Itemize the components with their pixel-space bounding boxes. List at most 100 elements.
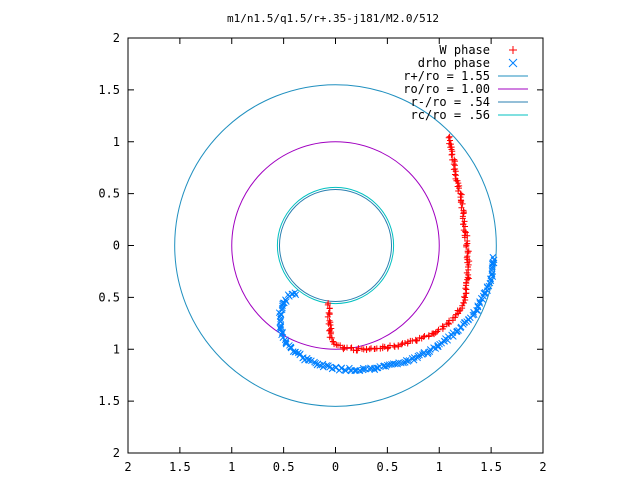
legend-label-0: W phase bbox=[439, 43, 490, 57]
series-0-point-57 bbox=[463, 243, 470, 250]
series-0-point-27 bbox=[455, 185, 462, 192]
series-0-point-98 bbox=[445, 320, 452, 327]
y-tick-label-7: 1.5 bbox=[98, 83, 120, 97]
legend-label-1: drho phase bbox=[418, 56, 490, 70]
series-0-point-175 bbox=[325, 309, 332, 316]
series-1-point-50 bbox=[448, 331, 455, 339]
series-0-point-35 bbox=[459, 200, 466, 207]
series-1-point-138 bbox=[297, 350, 304, 358]
series-1-point-149 bbox=[282, 338, 290, 345]
series-0-point-80 bbox=[462, 290, 469, 297]
series-1-point-154 bbox=[279, 328, 286, 336]
series-0-point-46 bbox=[462, 223, 469, 230]
y-tick-label-3: 0.5 bbox=[98, 290, 120, 304]
series-0-point-159 bbox=[330, 338, 337, 345]
series-0-point-10 bbox=[448, 151, 455, 158]
series-0-point-114 bbox=[416, 334, 423, 341]
series-1-point-101 bbox=[359, 364, 367, 372]
series-0-point-160 bbox=[329, 338, 336, 345]
series-0-point-108 bbox=[429, 330, 436, 337]
series-1-point-87 bbox=[385, 361, 393, 368]
series-0-point-111 bbox=[421, 333, 428, 340]
series-1-point-6 bbox=[488, 265, 496, 272]
series-0-point-123 bbox=[399, 340, 406, 347]
x-tick-label-2: 1 bbox=[228, 460, 235, 474]
series-0-point-92 bbox=[453, 311, 460, 318]
series-1-point-25 bbox=[476, 298, 483, 305]
axis-ticks bbox=[127, 37, 544, 454]
legend-label-5: rc/ro = .56 bbox=[411, 108, 490, 122]
series-0-point-179 bbox=[325, 300, 332, 307]
y-tick-label-4: 0 bbox=[113, 239, 120, 253]
series-0-point-4 bbox=[447, 141, 454, 148]
legend-swatch-1 bbox=[508, 58, 518, 68]
series-0-point-99 bbox=[443, 321, 450, 328]
circle-series-2 bbox=[174, 84, 497, 407]
series-1-point-157 bbox=[277, 323, 285, 331]
series-0-point-170 bbox=[327, 319, 334, 326]
series-1-point-122 bbox=[323, 362, 331, 369]
series-1-point-172 bbox=[282, 298, 290, 305]
circle-series-3 bbox=[231, 141, 440, 350]
series-0-point-121 bbox=[404, 338, 411, 345]
series-0-point-138 bbox=[371, 345, 378, 352]
series-1-point-178 bbox=[292, 291, 300, 299]
series-1-point-153 bbox=[278, 329, 286, 337]
x-tick-label-0: 2 bbox=[124, 460, 131, 474]
series-1-point-73 bbox=[410, 354, 418, 361]
series-0-point-117 bbox=[412, 336, 419, 343]
series-0-point-88 bbox=[457, 306, 464, 313]
series-0-markers bbox=[324, 133, 473, 354]
series-1-point-121 bbox=[325, 362, 332, 369]
series-1-point-142 bbox=[289, 348, 297, 355]
y-axis-tick-labels: 2 1.5 1 0.5 0 0.5 1 1.5 2 bbox=[98, 31, 120, 460]
series-0-point-162 bbox=[326, 334, 333, 341]
x-tick-label-1: 1.5 bbox=[169, 460, 191, 474]
series-0-point-177 bbox=[326, 305, 333, 312]
series-0-point-127 bbox=[391, 343, 398, 350]
y-tick-label-0: 2 bbox=[113, 446, 120, 460]
x-axis-tick-labels: 2 1.5 1 0.5 0 0.5 1 1.5 2 bbox=[124, 460, 546, 474]
legend-label-2: r+/ro = 1.55 bbox=[403, 69, 490, 83]
series-1-point-85 bbox=[389, 360, 397, 367]
y-tick-label-6: 1 bbox=[113, 135, 120, 149]
circle-series-5 bbox=[276, 186, 395, 305]
series-0-point-153 bbox=[340, 346, 347, 353]
x-tick-label-7: 1.5 bbox=[480, 460, 502, 474]
series-1-point-75 bbox=[408, 355, 416, 362]
series-1-point-112 bbox=[342, 367, 350, 375]
series-1-point-9 bbox=[488, 271, 496, 278]
series-0-point-139 bbox=[368, 345, 375, 352]
series-0-point-102 bbox=[439, 325, 446, 332]
series-1-point-24 bbox=[479, 296, 486, 303]
series-0-point-73 bbox=[464, 276, 471, 283]
x-tick-label-8: 2 bbox=[539, 460, 546, 474]
legend-swatch-0 bbox=[509, 46, 517, 54]
phase-points bbox=[275, 133, 498, 375]
series-1-point-179 bbox=[291, 289, 299, 297]
legend-label-3: ro/ro = 1.00 bbox=[403, 82, 490, 96]
series-0-point-77 bbox=[462, 285, 469, 292]
series-0-point-81 bbox=[461, 293, 468, 300]
series-0-point-60 bbox=[464, 249, 471, 256]
series-0-point-142 bbox=[363, 346, 370, 353]
series-0-point-130 bbox=[385, 344, 392, 351]
series-0-point-144 bbox=[358, 345, 365, 352]
series-0-point-14 bbox=[450, 161, 457, 168]
series-0-point-24 bbox=[455, 180, 462, 187]
series-1-point-105 bbox=[353, 366, 361, 374]
circle-series-4 bbox=[278, 188, 393, 303]
series-1-point-123 bbox=[319, 363, 327, 371]
series-0-point-19 bbox=[451, 171, 458, 178]
series-1-point-117 bbox=[332, 363, 340, 371]
reference-circles bbox=[174, 84, 497, 407]
series-1-point-40 bbox=[460, 319, 468, 327]
y-tick-label-1: 1.5 bbox=[98, 394, 120, 408]
series-1-point-110 bbox=[346, 364, 353, 372]
series-0-point-124 bbox=[398, 341, 405, 348]
x-tick-label-4: 0 bbox=[332, 460, 339, 474]
series-1-markers bbox=[275, 253, 498, 375]
series-1-point-31 bbox=[473, 306, 480, 314]
